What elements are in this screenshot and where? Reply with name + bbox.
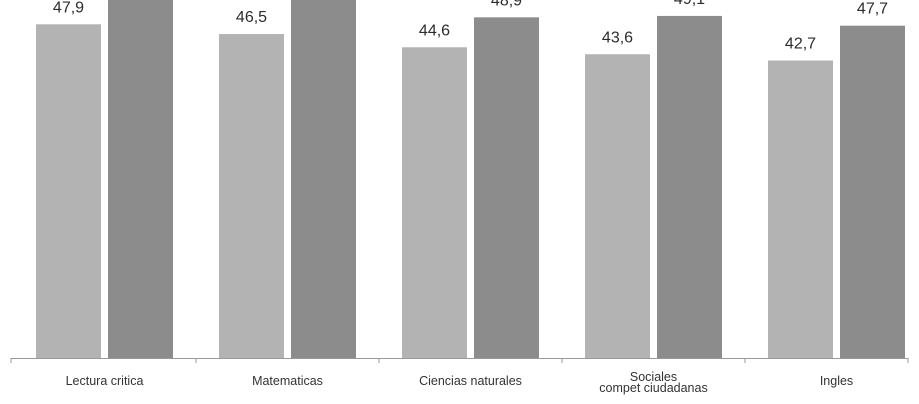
bar-2-1 xyxy=(108,0,173,359)
category-label-5: Ingles xyxy=(820,374,853,388)
bar-2-3 xyxy=(474,17,539,359)
data-label-2-4: 49,1 xyxy=(674,0,705,8)
category-label-line: Ingles xyxy=(820,374,853,388)
category-label-2: Matematicas xyxy=(252,374,323,388)
category-label-1: Lectura critica xyxy=(66,374,144,388)
bar-2-4 xyxy=(657,15,722,358)
bar-1-4 xyxy=(585,54,650,359)
data-label-1-1: 47,9 xyxy=(53,0,84,16)
category-label-line: Ciencias naturales xyxy=(419,374,522,388)
bar-1-5 xyxy=(768,60,833,358)
category-label-line: Sociales xyxy=(630,370,677,384)
category-label-4: Sociales compet ciudadanas xyxy=(599,370,707,395)
data-label-2-5: 47,7 xyxy=(857,1,888,18)
data-label-1-2: 46,5 xyxy=(236,9,267,26)
category-label-3: Ciencias naturales xyxy=(419,374,522,388)
bar-1-3 xyxy=(402,47,467,358)
data-label-1-5: 42,7 xyxy=(785,36,816,53)
category-tick-labels: Lectura critica Matematicas Ciencias natur… xyxy=(66,370,854,395)
bar-2-2 xyxy=(291,0,356,359)
category-label-line: Lectura critica xyxy=(66,374,144,388)
data-label-2-3: 48,9 xyxy=(491,0,522,9)
data-labels: 47,95346,551,944,648,943,649,142,747,7 xyxy=(53,0,888,53)
bar-2-5 xyxy=(840,25,905,358)
bar-1-2 xyxy=(219,34,284,359)
data-label-1-3: 44,6 xyxy=(419,22,450,39)
category-label-line: compet ciudadanas xyxy=(599,381,707,395)
bar-1-1 xyxy=(36,24,101,359)
bars xyxy=(36,0,905,359)
category-label-line: Matematicas xyxy=(252,374,323,388)
data-label-1-4: 43,6 xyxy=(602,29,633,46)
